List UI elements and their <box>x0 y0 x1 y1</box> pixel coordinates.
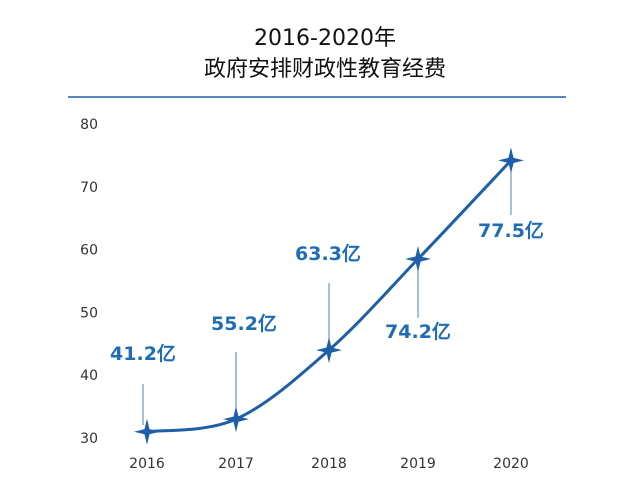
data-point-marker <box>316 337 342 364</box>
x-tick-label: 2017 <box>218 456 254 472</box>
x-tick-label: 2016 <box>129 456 165 472</box>
x-tick-label: 2019 <box>400 456 436 472</box>
chart-subtitle: 政府安排财政性教育经费 <box>204 57 446 82</box>
y-tick-label: 70 <box>80 180 98 196</box>
label-leader-lines <box>142 166 512 425</box>
y-tick-label: 60 <box>80 243 98 259</box>
series-line <box>146 159 513 434</box>
data-label: 74.2亿 <box>385 320 451 343</box>
data-label: 41.2亿 <box>110 342 176 365</box>
data-point-marker <box>223 406 249 433</box>
x-tick-label: 2020 <box>493 456 529 472</box>
chart-title: 2016-2020年 <box>254 26 396 51</box>
y-tick-label: 80 <box>80 117 98 133</box>
data-label: 55.2亿 <box>211 312 277 335</box>
data-point-markers <box>134 147 524 445</box>
x-tick-label: 2018 <box>311 456 347 472</box>
data-point-marker <box>405 246 431 273</box>
data-point-marker <box>134 418 160 445</box>
y-tick-label: 30 <box>80 431 98 447</box>
data-label: 63.3亿 <box>295 242 361 265</box>
y-axis-ticks: 30 40 50 60 70 80 <box>80 117 98 447</box>
data-labels: 41.2亿 55.2亿 63.3亿 74.2亿 77.5亿 <box>110 219 544 365</box>
data-point-marker <box>498 147 524 174</box>
y-tick-label: 50 <box>80 305 98 321</box>
x-axis-ticks: 2016 2017 2018 2019 2020 <box>129 456 529 472</box>
y-tick-label: 40 <box>80 368 98 384</box>
data-label: 77.5亿 <box>478 219 544 242</box>
